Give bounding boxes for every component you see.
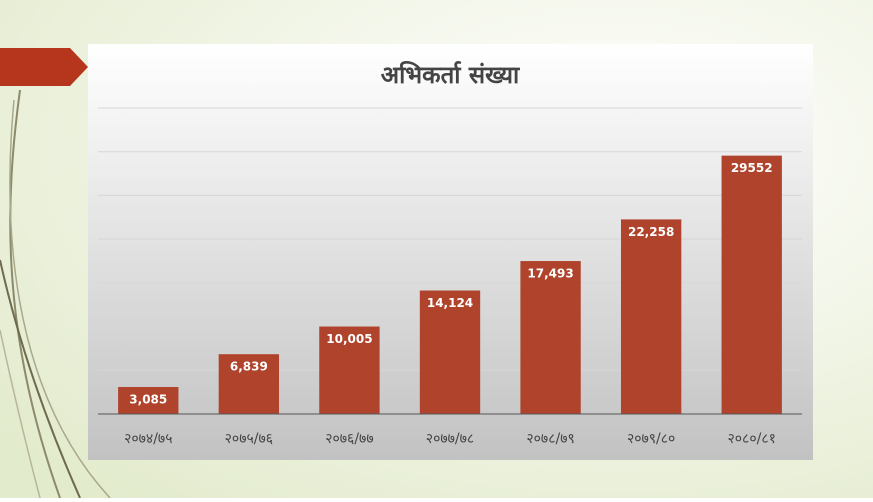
bar [721, 155, 782, 414]
bar [620, 219, 682, 414]
x-tick-label: २०७६/७७ [325, 431, 373, 447]
x-tick-label: २०७७/७८ [426, 431, 474, 447]
bar [319, 326, 380, 414]
x-tick-label: २०७४/७५ [124, 431, 172, 447]
value-label: 14,124 [427, 296, 473, 310]
value-label: 6,839 [230, 360, 268, 374]
header-arrow [0, 48, 88, 86]
value-label: 17,493 [527, 267, 573, 281]
value-label: 29552 [731, 161, 773, 175]
bar [520, 261, 581, 414]
x-tick-label: २०७५/७६ [225, 431, 273, 447]
value-label: 3,085 [129, 393, 167, 407]
x-tick-label: २०८०/८१ [728, 431, 776, 447]
decoration [0, 89, 111, 499]
chart-title: अभिकर्ता संख्या [381, 61, 520, 89]
bar [218, 354, 280, 414]
value-label: 22,258 [628, 225, 674, 239]
value-label: 10,005 [326, 332, 372, 346]
x-tick-label: २०७९/८० [627, 431, 675, 447]
bar [118, 387, 179, 414]
x-tick-label: २०७८/७९ [526, 431, 574, 447]
bar [419, 290, 481, 414]
